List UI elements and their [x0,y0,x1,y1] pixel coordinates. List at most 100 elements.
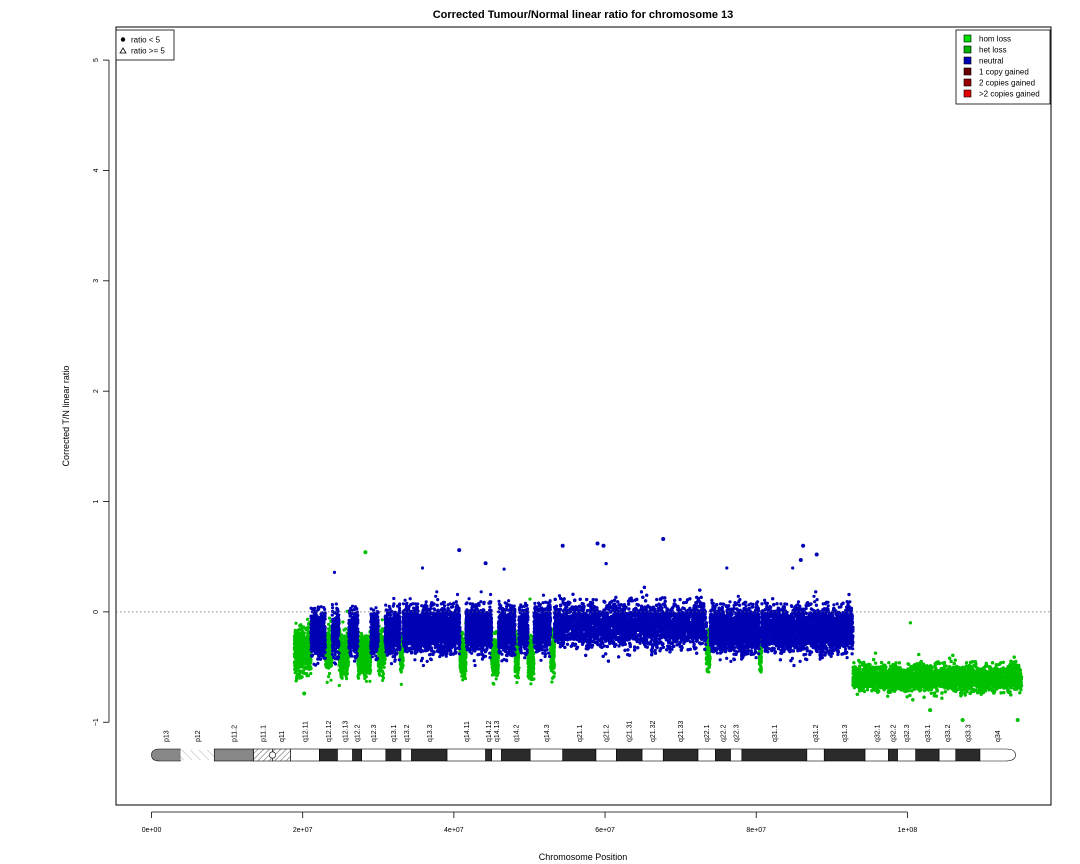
data-point [459,657,462,660]
data-point [401,662,404,665]
data-point [514,658,517,661]
data-point [328,672,331,675]
data-point [365,660,368,663]
data-point [306,618,309,621]
data-point [463,652,466,655]
data-point [516,661,519,664]
data-point [303,639,306,642]
data-point [329,679,332,682]
data-point [357,673,360,676]
data-point [340,662,343,665]
data-point [492,682,495,685]
data-point [325,662,328,665]
data-point [378,672,381,675]
data-point [305,672,308,675]
data-point [379,636,382,639]
data-point [382,651,385,654]
data-point [517,668,520,671]
data-point [368,656,371,659]
data-point [329,659,332,662]
data-point [299,661,302,664]
data-point [326,654,329,657]
data-point [462,669,465,672]
data-point [459,669,462,672]
data-point [363,677,366,680]
data-point [461,678,464,681]
data-point [495,656,498,659]
data-point [531,663,534,666]
data-point [492,664,495,667]
data-point [361,652,364,655]
data-point [496,668,499,671]
data-point [369,661,372,664]
data-point [549,666,552,669]
data-point [308,662,311,665]
data-point [551,658,554,661]
data-point [293,668,296,671]
data-point [463,672,466,675]
data-point [356,662,359,665]
data-point [461,645,464,648]
data-point [549,661,552,664]
data-point [301,657,304,660]
data-point [401,657,404,660]
data-point [306,666,309,669]
data-point [528,598,531,601]
data-point [294,660,297,663]
data-point [527,674,530,677]
data-point [758,669,761,672]
data-point [340,658,343,661]
data-point [528,657,531,660]
data-point [300,636,303,639]
data-point [340,674,343,677]
data-point [297,648,300,651]
data-point [492,654,495,657]
data-point [306,628,309,631]
data-points [293,537,1023,722]
data-point [706,660,709,663]
data-point [369,671,372,674]
data-point [342,651,345,654]
data-point [299,623,302,626]
data-point [464,661,467,664]
data-point [325,666,328,669]
data-point [496,659,499,662]
data-point [553,672,556,675]
data-point [344,627,347,630]
data-point [294,637,297,640]
data-point [342,664,345,667]
data-point [298,665,301,668]
data-point [309,672,312,675]
data-point [295,653,298,656]
data-point [365,680,368,683]
data-point [531,678,534,681]
data-point [492,661,495,664]
data-point [530,654,533,657]
data-point [341,620,344,623]
data-point [460,666,463,669]
data-point [297,631,300,634]
data-point [295,675,298,678]
data-point [305,642,308,645]
data-point [706,669,709,672]
data-point [514,675,517,678]
data-point [517,676,520,679]
data-point [345,642,348,645]
data-point [345,655,348,658]
data-point [496,664,499,667]
data-point [327,630,330,633]
data-point [553,675,556,678]
data-point [307,654,310,657]
data-point [360,661,363,664]
data-point [326,681,329,684]
data-point [300,652,303,655]
data-point [550,680,553,683]
data-point [515,681,518,684]
data-point [340,666,343,669]
data-point [368,680,371,683]
data-point [340,639,343,642]
data-point [342,645,345,648]
data-point [527,671,530,674]
chart-title: Corrected Tumour/Normal linear ratio for… [433,9,734,21]
data-point [294,657,297,660]
